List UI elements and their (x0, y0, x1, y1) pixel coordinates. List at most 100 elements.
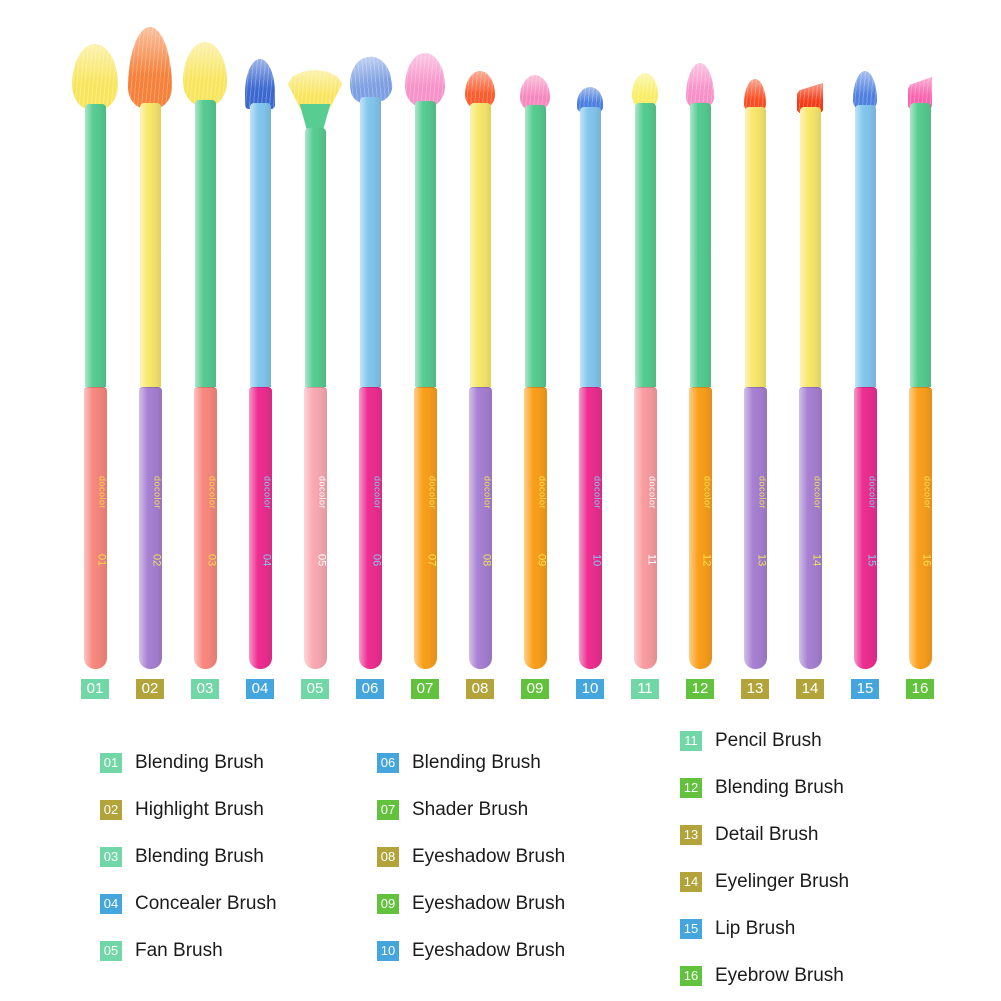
brand-logo-15: docolor (867, 476, 878, 510)
brush-head-02 (128, 27, 172, 109)
legend-item-08: 08 Eyeshadow Brush (377, 846, 566, 867)
brush-upper-handle-08 (469, 103, 491, 387)
brush-handle-number-09: 09 (535, 554, 548, 567)
brush-head-15 (853, 71, 877, 111)
brush-head-07 (405, 53, 445, 107)
brush-upper-handle-12 (689, 103, 711, 387)
brush-upper-handle-07 (414, 101, 436, 387)
legend-label-03: Blending Brush (135, 846, 264, 867)
brush-upper-handle-02 (139, 103, 161, 387)
brush-lower-handle-09: docolor 09 (523, 387, 548, 669)
brush-index-badge-07: 07 (411, 679, 439, 699)
brush-index-badge-14: 14 (796, 679, 824, 699)
brand-logo-12: docolor (702, 476, 713, 510)
brush-lower-handle-13: docolor 13 (743, 387, 768, 669)
legend-item-12: 12 Blending Brush (680, 777, 849, 798)
brush-handle-number-11: 11 (645, 554, 658, 566)
brush-handle-number-10: 10 (590, 554, 603, 567)
brand-logo-16: docolor (922, 476, 933, 510)
brush-upper-handle-04 (249, 103, 271, 387)
legend-label-09: Eyeshadow Brush (412, 893, 566, 914)
brush-handle-number-02: 02 (150, 554, 163, 567)
brush-upper-handle-15 (854, 105, 876, 387)
legend-label-11: Pencil Brush (715, 730, 822, 751)
brush-upper-handle-06 (359, 97, 381, 387)
legend-item-02: 02 Highlight Brush (100, 799, 277, 820)
legend-badge-02: 02 (100, 800, 122, 820)
brand-logo-02: docolor (152, 476, 163, 510)
brush-index-badge-16: 16 (906, 679, 934, 699)
legend-label-07: Shader Brush (412, 799, 529, 820)
legend-item-04: 04 Concealer Brush (100, 893, 277, 914)
legend-label-02: Highlight Brush (135, 799, 264, 820)
brush-handle-number-13: 13 (755, 554, 768, 567)
legend-badge-10: 10 (377, 941, 399, 961)
brush-handle-number-08: 08 (480, 554, 493, 567)
brush-upper-handle-16 (909, 103, 931, 387)
brush-index-badge-15: 15 (851, 679, 879, 699)
brush-handle-number-04: 04 (260, 554, 273, 567)
brush-upper-handle-11 (634, 103, 656, 387)
brush-upper-handle-09 (524, 105, 546, 387)
brush-lower-handle-12: docolor 12 (688, 387, 713, 669)
legend-label-08: Eyeshadow Brush (412, 846, 566, 867)
brush-upper-handle-13 (744, 107, 766, 387)
brand-logo-03: docolor (207, 476, 218, 510)
legend-label-06: Blending Brush (412, 752, 541, 773)
brush-handle-number-07: 07 (425, 554, 438, 567)
brush-head-08 (465, 71, 495, 109)
brush-lower-handle-08: docolor 08 (468, 387, 493, 669)
legend-label-05: Fan Brush (135, 940, 223, 961)
brush-index-badge-09: 09 (521, 679, 549, 699)
brush-handle-number-03: 03 (205, 554, 218, 567)
brand-logo-05: docolor (317, 476, 328, 510)
legend-label-14: Eyelinger Brush (715, 871, 850, 892)
legend-item-14: 14 Eyelinger Brush (680, 871, 850, 892)
brush-handle-number-14: 14 (810, 554, 823, 567)
brush-handle-number-05: 05 (315, 554, 328, 567)
legend-label-04: Concealer Brush (135, 893, 277, 914)
legend-item-05: 05 Fan Brush (100, 940, 277, 961)
brush-index-badge-11: 11 (631, 679, 659, 699)
legend-item-10: 10 Eyeshadow Brush (377, 940, 565, 961)
legend-badge-12: 12 (680, 778, 702, 798)
brush-handle-number-06: 06 (370, 554, 383, 567)
legend-badge-05: 05 (100, 941, 122, 961)
brush-lower-handle-05: docolor 05 (303, 387, 328, 669)
legend-column-1: 01 Blending Brush 02 Highlight Brush 03 Blend… (100, 752, 277, 988)
brush-lower-handle-06: docolor 06 (358, 387, 383, 669)
brand-logo-08: docolor (482, 476, 493, 510)
brush-lower-handle-02: docolor 02 (138, 387, 163, 669)
legend-item-09: 09 Eyeshadow Brush (377, 893, 566, 914)
brush-index-badge-02: 02 (136, 679, 164, 699)
brand-logo-13: docolor (757, 476, 768, 510)
brand-logo-10: docolor (592, 476, 603, 510)
brush-index-badge-06: 06 (356, 679, 384, 699)
brush-index-badge-01: 01 (81, 679, 109, 699)
brush-lower-handle-07: docolor 07 (413, 387, 438, 669)
legend-label-12: Blending Brush (715, 777, 844, 798)
legend-column-3: 11 Pencil Brush 12 Blending Brush 13 Detail B… (680, 730, 850, 1001)
legend-item-06: 06 Blending Brush (377, 752, 565, 773)
legend-badge-15: 15 (680, 919, 702, 939)
brush-index-badge-03: 03 (191, 679, 219, 699)
brush-head-01 (72, 44, 118, 110)
brush-lower-handle-15: docolor 15 (853, 387, 878, 669)
brush-lower-handle-01: docolor 01 (83, 387, 108, 669)
brush-upper-handle-05 (304, 128, 326, 387)
legend-badge-08: 08 (377, 847, 399, 867)
legend-label-15: Lip Brush (715, 918, 796, 939)
brush-index-badge-10: 10 (576, 679, 604, 699)
legend-item-15: 15 Lip Brush (680, 918, 849, 939)
legend-badge-06: 06 (377, 753, 399, 773)
legend-item-16: 16 Eyebrow Brush (680, 965, 849, 986)
legend-badge-04: 04 (100, 894, 122, 914)
brand-logo-11: docolor (647, 476, 658, 510)
legend-label-01: Blending Brush (135, 752, 264, 773)
legend-label-16: Eyebrow Brush (715, 965, 844, 986)
legend-badge-03: 03 (100, 847, 122, 867)
brush-lower-handle-11: docolor 11 (633, 387, 658, 669)
legend-badge-16: 16 (680, 966, 702, 986)
legend-column-2: 06 Blending Brush 07 Shader Brush 08 Eyeshado… (377, 752, 566, 988)
